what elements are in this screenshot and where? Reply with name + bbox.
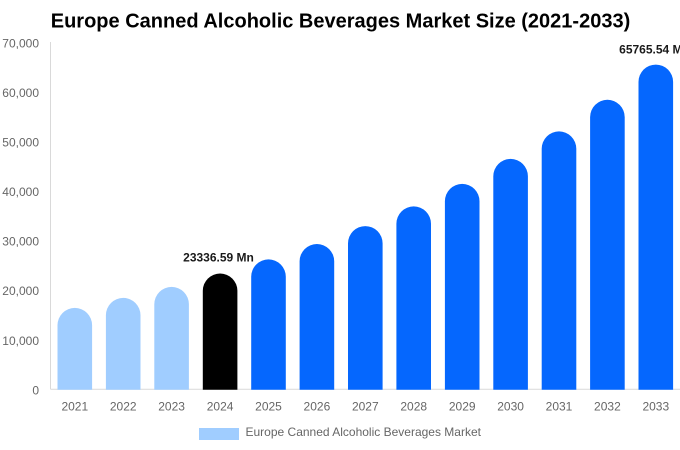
svg-text:2029: 2029 bbox=[449, 399, 476, 413]
svg-text:2028: 2028 bbox=[400, 399, 427, 413]
svg-text:2027: 2027 bbox=[352, 399, 379, 413]
svg-text:2026: 2026 bbox=[304, 399, 331, 413]
svg-text:2030: 2030 bbox=[497, 399, 524, 413]
svg-text:2021: 2021 bbox=[61, 399, 88, 413]
svg-text:70,000: 70,000 bbox=[2, 36, 39, 50]
svg-text:2025: 2025 bbox=[255, 399, 282, 413]
svg-text:65765.54 Mn: 65765.54 Mn bbox=[619, 43, 680, 57]
svg-text:2023: 2023 bbox=[158, 399, 185, 413]
svg-text:23336.59 Mn: 23336.59 Mn bbox=[183, 251, 254, 265]
svg-text:10,000: 10,000 bbox=[2, 334, 39, 348]
svg-text:2032: 2032 bbox=[594, 399, 621, 413]
svg-text:2024: 2024 bbox=[207, 399, 234, 413]
svg-text:30,000: 30,000 bbox=[2, 235, 39, 249]
svg-text:Europe Canned Alcoholic Bevera: Europe Canned Alcoholic Beverages Market bbox=[246, 425, 482, 439]
svg-text:40,000: 40,000 bbox=[2, 185, 39, 199]
svg-text:2022: 2022 bbox=[110, 399, 137, 413]
svg-text:60,000: 60,000 bbox=[2, 86, 39, 100]
svg-text:2033: 2033 bbox=[642, 399, 669, 413]
svg-text:Europe Canned Alcoholic Bevera: Europe Canned Alcoholic Beverages Market… bbox=[51, 11, 630, 33]
svg-text:2031: 2031 bbox=[546, 399, 573, 413]
svg-text:20,000: 20,000 bbox=[2, 284, 39, 298]
svg-text:0: 0 bbox=[32, 383, 39, 397]
svg-text:50,000: 50,000 bbox=[2, 136, 39, 150]
